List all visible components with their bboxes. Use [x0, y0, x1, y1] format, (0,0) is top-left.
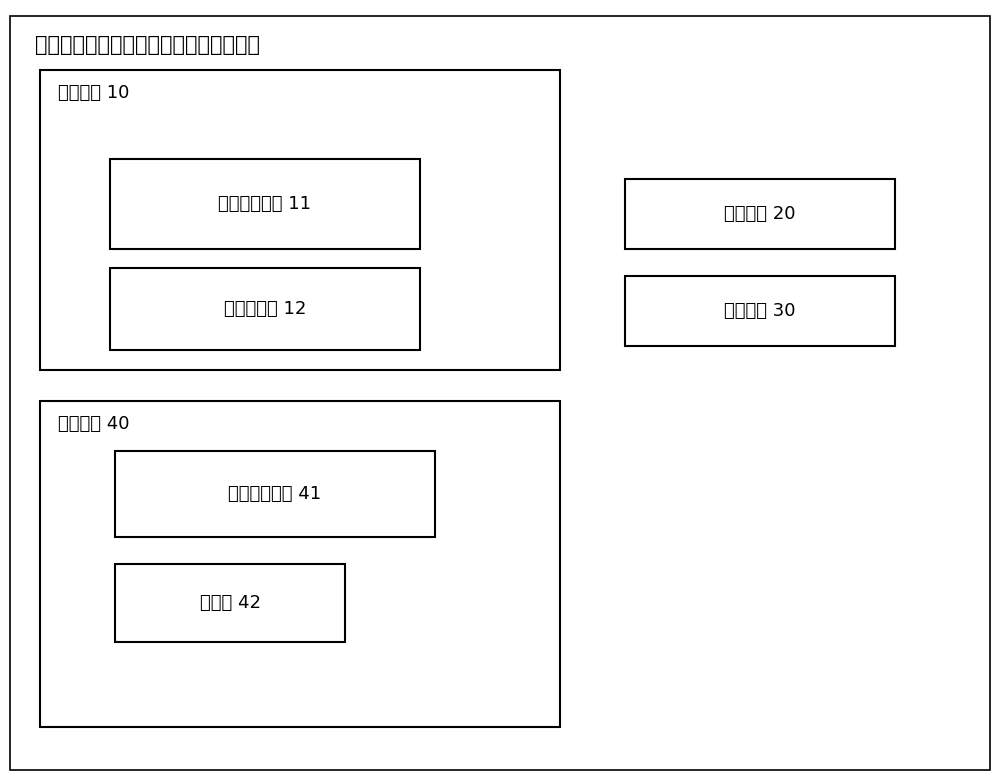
Text: 丝杆滑台 20: 丝杆滑台 20 — [724, 205, 796, 223]
Text: 检测装置 10: 检测装置 10 — [58, 84, 129, 102]
Text: 可编程控制器 41: 可编程控制器 41 — [228, 485, 322, 503]
Text: 传输装置 30: 传输装置 30 — [724, 302, 796, 321]
Text: 控制装置 40: 控制装置 40 — [58, 415, 130, 433]
Bar — [625, 276, 895, 346]
Bar — [110, 159, 420, 249]
Bar — [115, 451, 435, 537]
Bar — [110, 268, 420, 350]
Text: 一种用于测量发动机连杆尺寸的测量装置: 一种用于测量发动机连杆尺寸的测量装置 — [35, 35, 260, 55]
Text: 双侧远心镜头 11: 双侧远心镜头 11 — [218, 195, 312, 213]
Text: 光学成像器 12: 光学成像器 12 — [224, 300, 306, 318]
Bar — [40, 401, 560, 727]
Text: 工控机 42: 工控机 42 — [200, 594, 260, 612]
Bar — [40, 70, 560, 370]
Bar — [115, 564, 345, 642]
Bar — [625, 179, 895, 249]
